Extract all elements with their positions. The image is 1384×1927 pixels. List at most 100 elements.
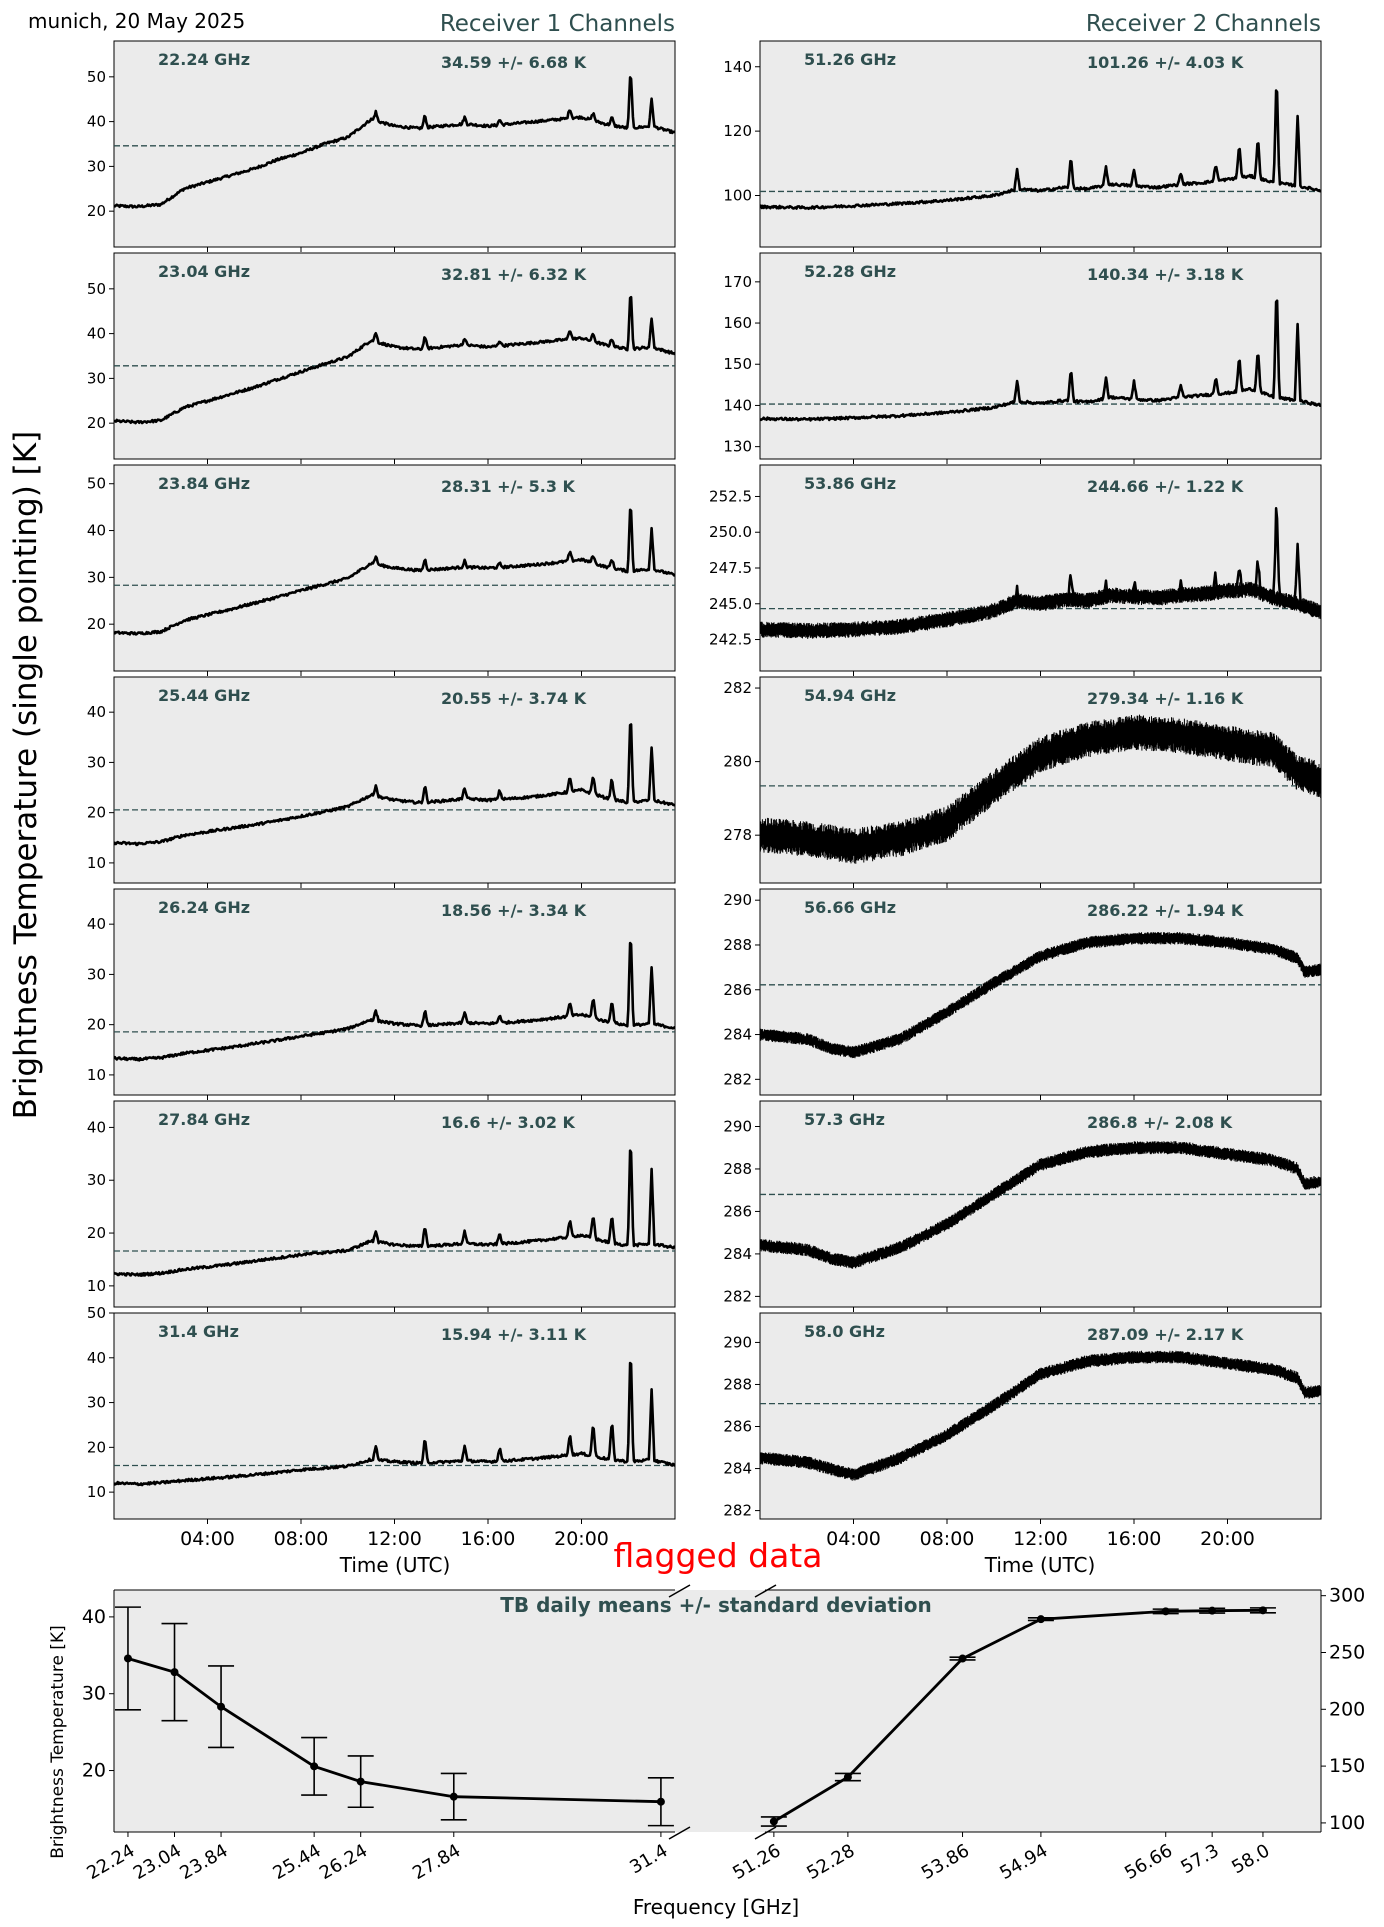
y-tick-label: 130 bbox=[723, 438, 752, 456]
channel-mean-label: 286.8 +/- 2.08 K bbox=[1087, 1113, 1233, 1132]
x-tick-label: 04:00 bbox=[180, 1528, 235, 1550]
y-tick-label: 120 bbox=[723, 122, 752, 140]
y-tick-label: 10 bbox=[87, 1066, 106, 1084]
trace-group bbox=[114, 1149, 675, 1277]
channel-frequency-label: 54.94 GHz bbox=[804, 686, 896, 705]
y-tick-label: 282 bbox=[723, 1070, 752, 1088]
channel-mean-label: 286.22 +/- 1.94 K bbox=[1087, 901, 1244, 920]
y-tick-label: 284 bbox=[723, 1245, 752, 1263]
y-tick-label: 40 bbox=[87, 325, 106, 343]
channel-frequency-label: 57.3 GHz bbox=[804, 1110, 885, 1129]
panel-receiver1-1: 20 30 40 50 22.24 GHz 34.59 +/- 6.68 K bbox=[87, 40, 676, 252]
mean-marker bbox=[1161, 1607, 1170, 1616]
y-tick-label: 286 bbox=[723, 1202, 752, 1220]
mean-marker bbox=[843, 1773, 852, 1782]
axis-break-mark bbox=[668, 1826, 691, 1840]
x-tick-label: 12:00 bbox=[367, 1528, 422, 1550]
means-x-tick-label: 31.4 bbox=[626, 1840, 671, 1878]
trace-line bbox=[114, 508, 675, 636]
mean-marker bbox=[170, 1668, 179, 1677]
y-tick-label: 30 bbox=[87, 753, 106, 771]
y-tick-label: 40 bbox=[87, 703, 106, 721]
panel-frame bbox=[113, 1312, 676, 1520]
mean-marker bbox=[123, 1654, 132, 1663]
panel-receiver2-6: 282 284 286 288 290 57.3 GHz 286.8 +/- 2.08 K bbox=[723, 1100, 1322, 1312]
y-tick-label: 282 bbox=[723, 1287, 752, 1305]
y-tick-label: 280 bbox=[723, 753, 752, 771]
trace-noise-band bbox=[760, 714, 1321, 864]
receiver2-title: Receiver 2 Channels bbox=[1086, 11, 1321, 37]
panel-receiver2-7: 282 284 286 288 290 04:00 08:00 12:00 16:00 20:00… bbox=[723, 1312, 1322, 1550]
means-y-tick-label: 30 bbox=[82, 1683, 106, 1705]
mean-marker bbox=[449, 1792, 458, 1801]
mean-marker bbox=[310, 1762, 319, 1771]
panel-receiver2-1: 100 120 140 51.26 GHz 101.26 +/- 4.03 K bbox=[723, 40, 1322, 252]
trace-line bbox=[760, 89, 1321, 211]
trace-line bbox=[114, 1361, 675, 1487]
channel-frequency-label: 51.26 GHz bbox=[804, 50, 896, 69]
means-y-tick-label: 40 bbox=[82, 1606, 106, 1628]
channel-mean-label: 18.56 +/- 3.34 K bbox=[441, 901, 587, 920]
trace-group bbox=[760, 1350, 1321, 1481]
means-x-tick-label: 25.44 bbox=[270, 1840, 325, 1884]
means-panel-bg bbox=[114, 1590, 1321, 1832]
channel-frequency-label: 26.24 GHz bbox=[158, 898, 250, 917]
panel-receiver1-7: 10 20 30 40 50 04:00 08:00 12:00 16:00 20:00 31.4 … bbox=[87, 1304, 676, 1550]
y-tick-label: 30 bbox=[87, 1171, 106, 1189]
panel-receiver2-4: 278 280 282 54.94 GHz 279.34 +/- 1.16 K bbox=[723, 676, 1322, 888]
panel-frame bbox=[759, 1100, 1322, 1308]
y-tick-label: 140 bbox=[723, 396, 752, 414]
x-tick-label: 08:00 bbox=[274, 1528, 329, 1550]
y-tick-label: 20 bbox=[87, 414, 106, 432]
means-x-tick-label: 56.66 bbox=[1121, 1840, 1176, 1884]
channel-mean-label: 279.34 +/- 1.16 K bbox=[1087, 689, 1244, 708]
channel-frequency-label: 52.28 GHz bbox=[804, 262, 896, 281]
trace-noise-band bbox=[760, 1141, 1321, 1269]
trace-group bbox=[114, 295, 675, 425]
x-tick-label: 16:00 bbox=[1107, 1528, 1162, 1550]
panel-frame bbox=[113, 252, 676, 460]
means-y-tick-label: 20 bbox=[82, 1760, 106, 1782]
axis-break-mark bbox=[754, 1584, 777, 1598]
y-tick-label: 242.5 bbox=[709, 631, 752, 649]
means-x-tick-label: 27.84 bbox=[409, 1840, 464, 1884]
y-tick-label: 284 bbox=[723, 1026, 752, 1044]
panel-frame bbox=[113, 888, 676, 1096]
channel-mean-label: 16.6 +/- 3.02 K bbox=[441, 1113, 576, 1132]
means-y-tick-label-right: 200 bbox=[1329, 1698, 1365, 1720]
y-tick-label: 50 bbox=[87, 1304, 106, 1322]
time-axis-label-left: Time (UTC) bbox=[339, 1553, 451, 1577]
time-axis-label-right: Time (UTC) bbox=[984, 1553, 1096, 1577]
trace-group bbox=[114, 723, 675, 847]
y-tick-label: 250.0 bbox=[709, 523, 752, 541]
y-tick-label: 252.5 bbox=[709, 487, 752, 505]
trace-group bbox=[114, 508, 675, 636]
location-date: munich, 20 May 2025 bbox=[28, 9, 245, 33]
global-y-label: Brightness Temperature (single pointing)… bbox=[8, 431, 44, 1119]
channel-mean-label: 140.34 +/- 3.18 K bbox=[1087, 265, 1244, 284]
y-tick-label: 282 bbox=[723, 1502, 752, 1520]
channel-mean-label: 15.94 +/- 3.11 K bbox=[441, 1325, 587, 1344]
mean-marker bbox=[656, 1797, 665, 1806]
mean-marker bbox=[769, 1817, 778, 1826]
panel-receiver1-6: 10 20 30 40 27.84 GHz 16.6 +/- 3.02 K bbox=[87, 1100, 676, 1312]
channel-mean-label: 244.66 +/- 1.22 K bbox=[1087, 477, 1244, 496]
panel-frame bbox=[113, 1100, 676, 1308]
y-tick-label: 40 bbox=[87, 915, 106, 933]
panel-frame bbox=[113, 676, 676, 884]
means-y-tick-label-right: 300 bbox=[1329, 1585, 1365, 1607]
y-tick-label: 30 bbox=[87, 157, 106, 175]
y-tick-label: 278 bbox=[723, 826, 752, 844]
panel-receiver1-4: 10 20 30 40 25.44 GHz 20.55 +/- 3.74 K bbox=[87, 676, 676, 888]
y-tick-label: 20 bbox=[87, 202, 106, 220]
x-tick-label: 04:00 bbox=[826, 1528, 881, 1550]
trace-group bbox=[760, 714, 1321, 864]
channel-frequency-label: 58.0 GHz bbox=[804, 1322, 885, 1341]
means-x-tick-label: 26.24 bbox=[316, 1840, 371, 1884]
channel-mean-label: 20.55 +/- 3.74 K bbox=[441, 689, 587, 708]
means-x-tick-label: 58.0 bbox=[1228, 1840, 1273, 1878]
y-tick-label: 40 bbox=[87, 113, 106, 131]
y-tick-label: 30 bbox=[87, 1394, 106, 1412]
